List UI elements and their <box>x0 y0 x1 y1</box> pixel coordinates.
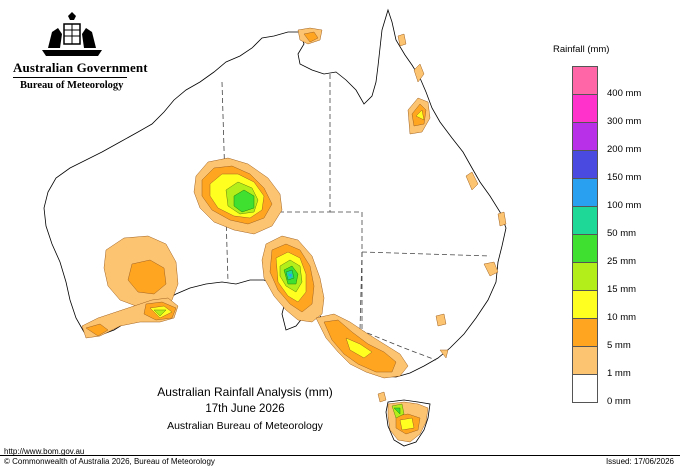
legend-swatch <box>572 374 598 403</box>
bom-url-link[interactable]: http://www.bom.gov.au <box>4 447 85 456</box>
legend-label: 150 mm <box>607 172 642 183</box>
legend-swatch <box>572 206 598 235</box>
legend-swatch <box>572 122 598 151</box>
legend-swatch <box>572 290 598 319</box>
legend-label: 10 mm <box>607 312 637 323</box>
rain-100mm <box>288 274 292 278</box>
legend-swatch <box>572 150 598 179</box>
legend-label: 25 mm <box>607 256 637 267</box>
legend-swatch <box>572 346 598 375</box>
legend-label: 50 mm <box>607 228 637 239</box>
header-rule <box>13 77 127 78</box>
issued-date: Issued: 17/06/2026 <box>605 457 674 466</box>
legend-label: 15 mm <box>607 284 637 295</box>
legend-swatch <box>572 318 598 347</box>
map-source: Australian Bureau of Meteorology <box>167 420 323 432</box>
map-date: 17th June 2026 <box>205 403 285 415</box>
map-title: Australian Rainfall Analysis (mm) <box>157 385 333 399</box>
government-label: Australian Government <box>13 60 148 75</box>
bureau-label: Bureau of Meteorology <box>20 80 124 91</box>
legend-label: 100 mm <box>607 200 642 211</box>
legend-swatch <box>572 94 598 123</box>
copyright-text: © Commonwealth of Australia 2026, Bureau… <box>4 457 215 466</box>
legend-swatch <box>572 178 598 207</box>
legend-label: 5 mm <box>607 340 631 351</box>
legend-label: 0 mm <box>607 396 631 407</box>
legend-swatch <box>572 66 598 95</box>
legend-label: 400 mm <box>607 88 642 99</box>
footer-rule <box>0 455 680 456</box>
coat-of-arms-logo <box>42 12 102 56</box>
legend-label: 300 mm <box>607 116 642 127</box>
legend-label: 1 mm <box>607 368 631 379</box>
legend-swatch <box>572 234 598 263</box>
legend-title: Rainfall (mm) <box>553 44 610 55</box>
legend-label: 200 mm <box>607 144 642 155</box>
legend-swatch <box>572 262 598 291</box>
